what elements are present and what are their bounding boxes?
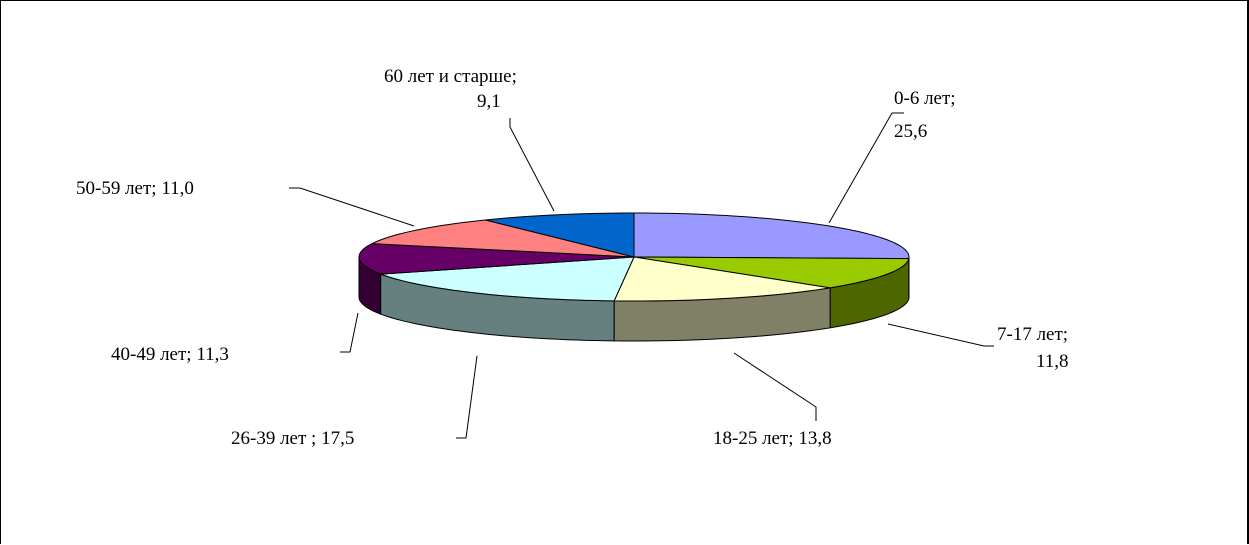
data-label-7-17-лет-line-2: 11,8 — [1036, 351, 1069, 372]
data-label-0-6-лет-line-1: 0-6 лет; — [894, 88, 956, 109]
data-label-50-59-лет-line-1: 50-59 лет; 11,0 — [76, 178, 194, 199]
data-label-60-лет-и-старше-line-1: 60 лет и старше; — [384, 66, 517, 87]
data-label-0-6-лет-line-2: 25,6 — [894, 121, 927, 142]
data-label-7-17-лет-line-1: 7-17 лет; — [997, 324, 1068, 345]
data-label-60-лет-и-старше-line-2: 9,1 — [477, 91, 501, 112]
leader-line-40-49-лет — [340, 313, 358, 352]
leader-line-26-39-лет — [456, 356, 477, 438]
pie-tops — [359, 213, 909, 301]
data-label-26-39-лет-line-1: 26-39 лет ; 17,5 — [231, 428, 354, 449]
leader-line-50-59-лет — [289, 188, 414, 226]
data-label-40-49-лет-line-1: 40-49 лет; 11,3 — [111, 344, 229, 365]
leader-line-60-лет-и-старше — [510, 118, 554, 211]
leader-line-7-17-лет — [888, 324, 994, 346]
pie-slice-0-6-лет — [634, 213, 909, 259]
data-label-18-25-лет-line-1: 18-25 лет; 13,8 — [713, 428, 832, 449]
leader-line-18-25-лет — [734, 353, 816, 421]
leader-line-0-6-лет — [829, 113, 904, 223]
